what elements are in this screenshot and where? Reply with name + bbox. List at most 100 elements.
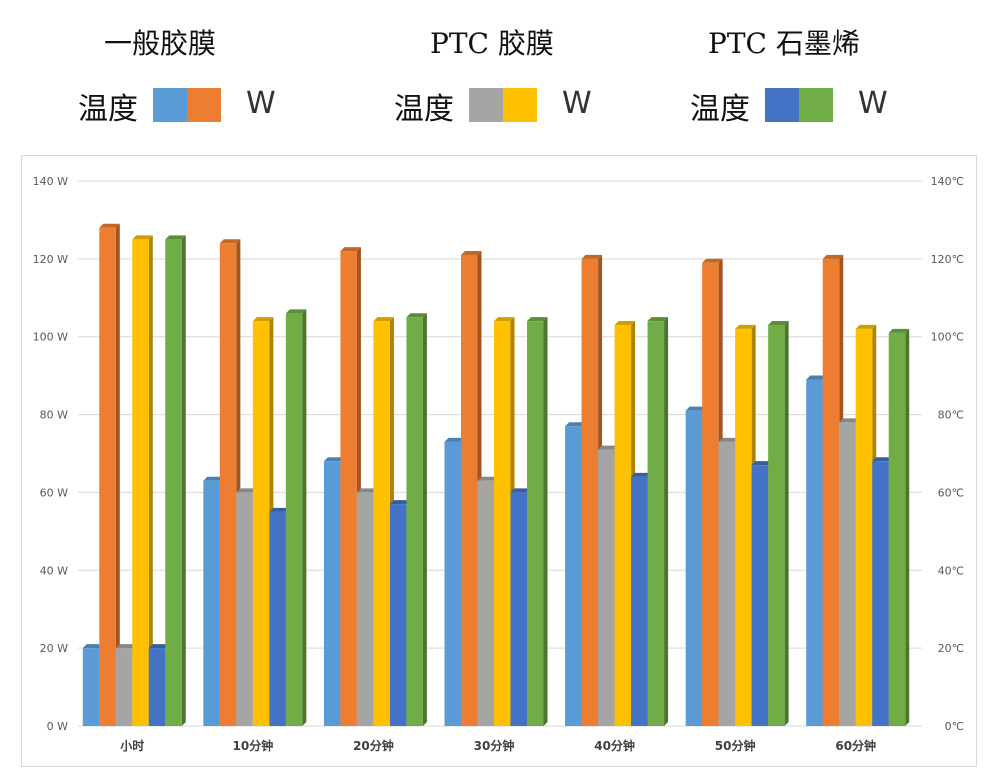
x-category-label: 50分钟	[715, 738, 756, 753]
bar-front	[356, 492, 374, 726]
bar-front	[340, 251, 357, 727]
bar-top	[236, 488, 257, 493]
bar-front	[132, 239, 149, 726]
chart-area: 0 W 0℃ 20 W 20℃ 40 W 40℃ 60 W 60℃ 80 W 80℃ 100 W 10…	[21, 155, 977, 767]
bar-side	[181, 235, 186, 726]
bar-top	[510, 488, 531, 493]
bar-top	[888, 328, 910, 333]
bar-front	[148, 648, 166, 726]
bar-top	[406, 313, 427, 318]
bar-front	[252, 321, 270, 726]
bar-top	[631, 472, 652, 477]
bar	[768, 321, 789, 726]
bar-top	[751, 461, 773, 466]
bar-front	[806, 379, 823, 726]
bar-top	[685, 406, 707, 411]
bar-top	[614, 321, 636, 326]
bar	[406, 313, 427, 726]
bar-top	[718, 437, 740, 442]
bar-top	[702, 258, 723, 263]
bar-top	[203, 476, 224, 481]
legend-group-title: 一般胶膜	[104, 27, 217, 60]
x-category-label: 40分钟	[594, 738, 635, 753]
legend-temperature-label: 温度	[394, 92, 454, 127]
y-left-tick-label: 140 W	[33, 175, 68, 188]
y-left-tick-label: 100 W	[33, 331, 68, 344]
bar-front	[822, 258, 840, 726]
bar-side	[664, 317, 669, 726]
bar-side	[422, 313, 427, 726]
bar-front	[269, 511, 286, 726]
legend-group-title: PTC 石墨烯	[708, 27, 860, 60]
bar-front	[581, 258, 599, 726]
bar-front	[614, 325, 632, 726]
legend-temperature-label: 温度	[690, 92, 750, 127]
y-left-tick-label: 60 W	[40, 486, 68, 499]
bar-top	[477, 476, 498, 481]
y-right-tick-label: 140℃	[931, 175, 964, 188]
bar-top	[806, 375, 827, 380]
x-category-label: 20分钟	[353, 738, 394, 753]
bar-front	[406, 317, 423, 726]
x-category-label: 60分钟	[835, 738, 876, 753]
bar-front	[565, 426, 582, 726]
bar-top	[444, 437, 465, 442]
bar-top	[356, 488, 378, 493]
bar-front	[718, 441, 736, 726]
y-left-tick-label: 0 W	[47, 720, 68, 733]
x-category-label: 30分钟	[474, 738, 515, 753]
bar-side	[543, 317, 548, 726]
bar-top	[647, 317, 669, 322]
bar-front	[477, 480, 494, 726]
bar-front	[115, 648, 133, 726]
bar-top	[373, 317, 394, 322]
bar-front	[203, 480, 220, 726]
bar-top	[99, 223, 120, 228]
y-right-tick-label: 80℃	[938, 409, 964, 422]
y-left-tick-label: 40 W	[40, 564, 68, 577]
bar-top	[735, 324, 756, 329]
bar	[888, 328, 910, 726]
bar-chart: 0 W 0℃ 20 W 20℃ 40 W 40℃ 60 W 60℃ 80 W 80℃ 100 W 10…	[33, 175, 964, 753]
bar-front	[872, 461, 889, 726]
y-right-tick-label: 60℃	[938, 486, 964, 499]
y-left-tick-label: 20 W	[40, 642, 68, 655]
bar-top	[822, 254, 844, 259]
y-left-tick-label: 120 W	[33, 253, 68, 266]
bar-side	[148, 235, 153, 726]
bar-front	[735, 328, 752, 726]
bar-side	[115, 223, 120, 726]
bar-front	[839, 422, 856, 726]
bar-front	[751, 465, 769, 726]
legend-swatch	[765, 88, 799, 122]
bar-front	[702, 262, 719, 726]
bar-front	[285, 313, 303, 726]
bar-top	[132, 235, 153, 240]
legend-temperature-label: 温度	[78, 92, 138, 127]
x-category-label: 10分钟	[233, 738, 274, 753]
bar-top	[165, 235, 186, 240]
bar-side	[905, 328, 910, 726]
bar-top	[872, 457, 893, 462]
bar-top	[285, 309, 307, 314]
legend-unit-label: W	[246, 86, 276, 121]
y-right-tick-label: 20℃	[938, 642, 964, 655]
legend-swatch	[187, 88, 221, 122]
bar-front	[165, 239, 182, 726]
legend-swatch	[503, 88, 537, 122]
bar-top	[148, 644, 170, 649]
bar-side	[302, 309, 307, 726]
bar	[527, 317, 548, 726]
bar-top	[269, 507, 290, 512]
bar-top	[839, 418, 860, 423]
bar-front	[236, 492, 253, 726]
legend-swatch	[153, 88, 187, 122]
bar-side	[784, 321, 789, 726]
bar-top	[494, 317, 515, 322]
y-right-tick-label: 40℃	[938, 564, 964, 577]
bar-top	[565, 422, 586, 427]
bar-front	[888, 332, 906, 726]
bar-front	[219, 243, 237, 726]
bar-front	[685, 410, 703, 726]
bar-top	[461, 250, 482, 255]
